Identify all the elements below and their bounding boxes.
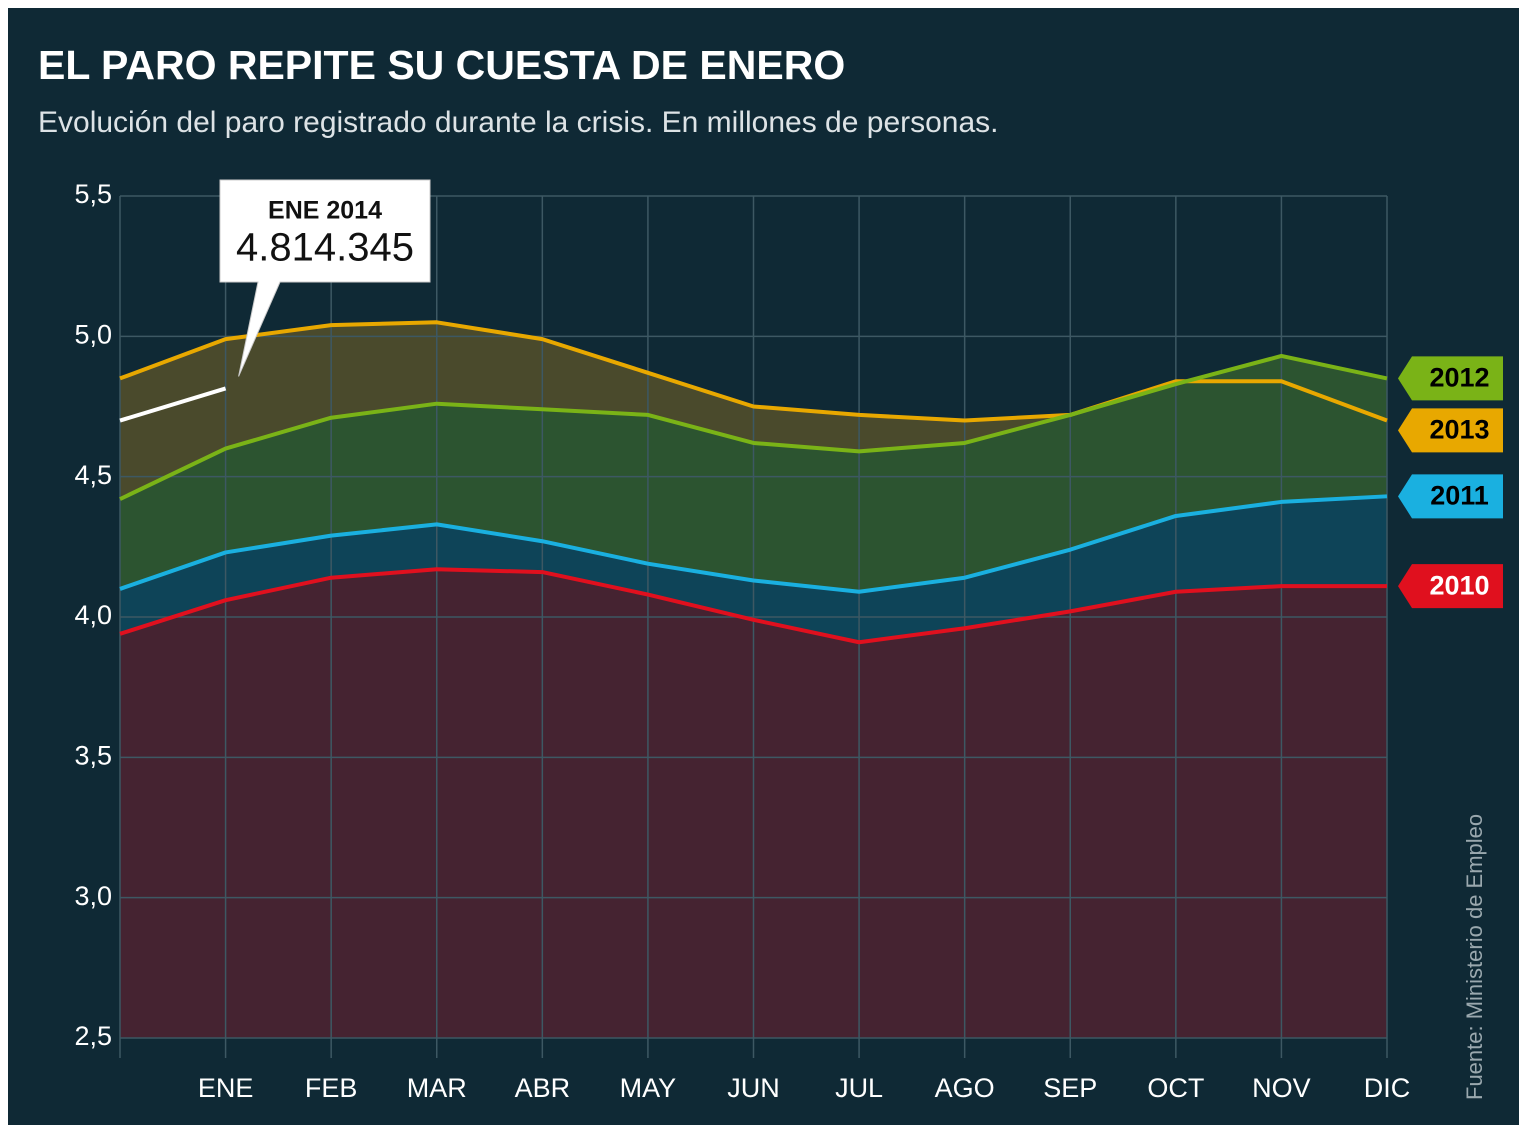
callout-box [219,179,431,377]
annotation: ENE 2014 [268,197,382,225]
line [119,320,1388,423]
x-tick-label: ENE [198,1073,254,1103]
y-tick-label: 3,5 [74,740,112,770]
legend-item: 2011 [1398,474,1503,519]
y-tick-label: 3,0 [74,881,112,911]
x-tick-label: SEP [1043,1073,1097,1103]
y-tick-label: 4,0 [74,600,112,630]
y-tick-label: 2,5 [74,1021,112,1051]
x-tick-label: OCT [1147,1073,1204,1103]
chart-subtitle: Evolución del paro registrado durante la… [38,106,999,139]
x-tick-label: MAY [620,1073,677,1103]
line [119,494,1388,594]
legend-item: 2010 [1398,564,1503,609]
x-tick-label: FEB [305,1073,358,1103]
legend-swatch [1398,356,1503,401]
x-tick-label: NOV [1252,1073,1311,1103]
x-tick-label: MAR [407,1073,467,1103]
y-tick-label: 4,5 [74,460,112,490]
data-label: 4.814.345 [236,226,414,270]
x-tick-label: JUN [727,1073,780,1103]
line [119,386,227,423]
grid [119,195,1388,1058]
legend-swatch [1398,474,1503,519]
legend-label: 2013 [1429,415,1489,445]
x-tick-label: JUL [835,1073,883,1103]
line [119,353,1388,501]
chart-title: EL PARO REPITE SU CUESTA DE ENERO [38,42,845,88]
legend-item: 2013 [1398,408,1503,453]
legend-label: 2010 [1429,570,1489,600]
x-tick-label: ABR [515,1073,571,1103]
x-tick-label: AGO [935,1073,995,1103]
legend-label: 2012 [1429,363,1489,393]
y-tick-label: 5,5 [74,179,112,209]
line [119,567,1387,645]
lines [119,320,1388,645]
source: Fuente: Ministerio de Empleo [1462,814,1487,1100]
y-tick-label: 5,0 [74,319,112,349]
x-tick-label: DIC [1364,1073,1411,1103]
legend-swatch [1398,408,1503,453]
legend-label: 2011 [1430,480,1489,510]
legend-swatch [1398,564,1503,609]
legend-item: 2012 [1398,356,1503,401]
